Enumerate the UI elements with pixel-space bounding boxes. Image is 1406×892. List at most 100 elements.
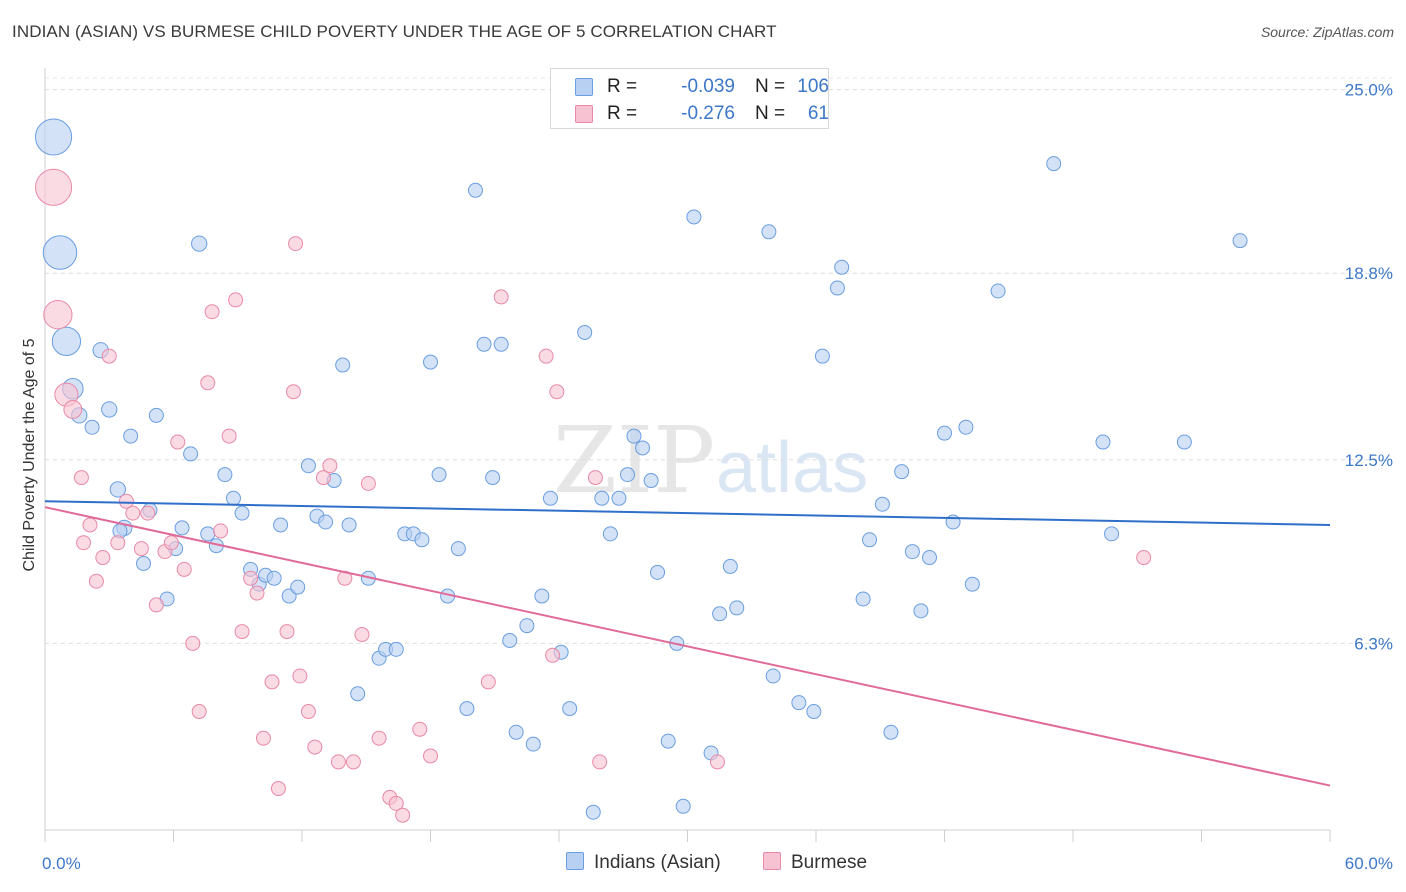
indians-point — [273, 517, 289, 533]
indians-point — [51, 326, 82, 356]
burmese-point — [88, 573, 104, 589]
indians-point — [594, 490, 610, 506]
indians-point — [459, 701, 475, 717]
bottom-legend-label-indians: Indians (Asian) — [594, 852, 721, 873]
legend-r-value: -0.039 — [681, 76, 735, 97]
source-label: Source: ZipAtlas.com — [1260, 24, 1394, 40]
indians-point — [217, 467, 233, 483]
legend-swatch-burmese — [575, 105, 593, 123]
indians-point — [635, 440, 651, 456]
burmese-point — [480, 674, 496, 690]
indians-trend-line — [44, 500, 1331, 526]
indians-point — [414, 532, 430, 548]
burmese-point — [423, 748, 438, 764]
indians-point — [35, 118, 73, 156]
indians-point — [874, 496, 890, 512]
indians-point — [729, 600, 745, 616]
indians-point — [712, 606, 728, 622]
gridlines — [45, 77, 1392, 644]
x-tick-label: 0.0% — [42, 854, 81, 873]
indians-point — [894, 464, 910, 480]
legend-swatch-indians — [575, 78, 593, 96]
bottom-legend-burmese: Burmese — [763, 852, 867, 874]
indians-point — [109, 481, 126, 498]
indians-point — [534, 588, 550, 604]
y-axis-title: Child Poverty Under the Age of 5 — [21, 338, 38, 571]
burmese-point — [204, 304, 220, 320]
legend-r-label: R = — [607, 103, 638, 124]
burmese-point — [549, 384, 565, 400]
watermark-zip: ZIP — [553, 407, 715, 514]
indians-point — [620, 467, 636, 483]
burmese-point — [345, 754, 361, 770]
indians-point — [585, 804, 601, 820]
burmese-point — [322, 458, 338, 474]
indians-point — [660, 733, 676, 749]
indians-point — [937, 425, 952, 441]
burmese-point — [82, 517, 98, 533]
indians-point — [883, 724, 899, 740]
indians-point — [200, 526, 216, 542]
indians-point — [761, 224, 777, 240]
burmese-point — [592, 754, 608, 770]
burmese-point — [35, 168, 73, 206]
legend-n-value: 61 — [807, 103, 829, 124]
indians-point — [643, 473, 659, 489]
x-tick-label: 60.0% — [1345, 854, 1393, 873]
indians-point — [1232, 233, 1248, 249]
burmese-point — [270, 781, 286, 797]
burmese-point — [76, 535, 92, 551]
burmese-point — [221, 428, 237, 444]
legend-n-label: N = — [755, 76, 786, 97]
indians-point — [148, 407, 164, 423]
indians-point — [626, 428, 642, 444]
burmese-point — [243, 570, 259, 586]
burmese-point — [330, 754, 346, 770]
indians-point — [855, 591, 871, 607]
indians-point — [234, 505, 250, 521]
burmese-point — [1136, 550, 1152, 566]
indians-point — [476, 336, 492, 352]
burmese-point — [63, 400, 83, 419]
indians-point — [266, 570, 282, 586]
bottom-legend-indians: Indians (Asian) — [566, 852, 721, 874]
indians-point — [990, 283, 1006, 299]
indians-point — [904, 544, 920, 560]
trend-lines — [44, 500, 1331, 787]
legend-r-label: R = — [607, 76, 638, 97]
burmese-point — [371, 730, 387, 746]
indians-point — [1095, 434, 1111, 450]
y-tick-label: 6.3% — [1354, 634, 1393, 653]
indians-point — [829, 280, 845, 296]
burmese-point — [354, 627, 370, 643]
legend-n-label: N = — [755, 103, 786, 124]
indians-point — [300, 458, 316, 474]
indians-point — [964, 576, 980, 592]
burmese-point — [249, 585, 265, 601]
burmese-point — [118, 493, 134, 509]
bottom-legend-label-burmese: Burmese — [791, 852, 868, 873]
indians-point — [493, 336, 509, 352]
indians-point — [814, 348, 830, 364]
burmese-point — [412, 721, 428, 737]
indians-point — [686, 209, 702, 225]
burmese-point — [288, 236, 304, 252]
legend-r-value: -0.276 — [681, 103, 735, 124]
legend-n-value: 106 — [797, 76, 829, 97]
bottom-legend-swatch-burmese — [763, 852, 781, 870]
burmese-point — [191, 704, 207, 720]
burmese-point — [587, 470, 603, 486]
burmese-point — [133, 541, 149, 557]
burmese-point — [395, 807, 411, 823]
burmese-point — [185, 635, 201, 651]
indians-point — [318, 514, 334, 530]
indians-point — [722, 558, 738, 574]
indians-point — [650, 564, 666, 580]
chart-title: INDIAN (ASIAN) VS BURMESE CHILD POVERTY … — [12, 22, 777, 41]
burmese-point — [95, 550, 111, 566]
indians-point — [84, 419, 100, 435]
burmese-point — [140, 505, 156, 521]
indians-point — [611, 490, 627, 506]
indians-point — [577, 324, 593, 340]
burmese-point — [213, 523, 229, 539]
